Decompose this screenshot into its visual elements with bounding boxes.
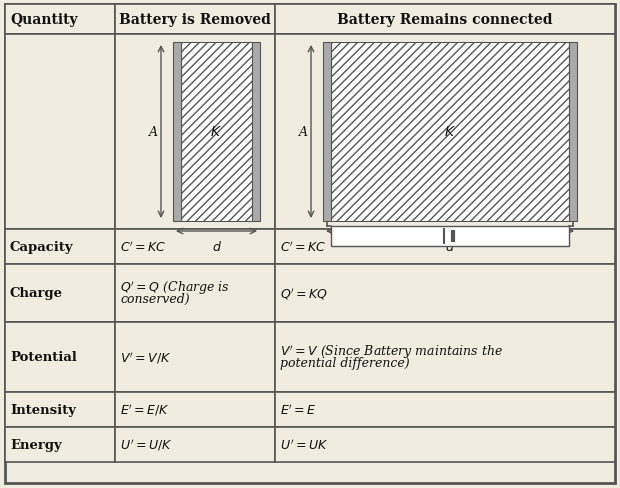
Polygon shape: [275, 5, 615, 35]
Text: Energy: Energy: [10, 438, 62, 451]
Polygon shape: [275, 229, 615, 264]
Polygon shape: [115, 35, 275, 229]
Polygon shape: [5, 427, 115, 462]
Text: $C' = KC$: $C' = KC$: [120, 240, 167, 254]
Text: $Q' = Q$ (Charge is: $Q' = Q$ (Charge is: [120, 279, 230, 297]
Text: Intensity: Intensity: [10, 403, 76, 416]
Polygon shape: [115, 323, 275, 392]
Polygon shape: [275, 323, 615, 392]
Text: Battery is Removed: Battery is Removed: [119, 13, 271, 27]
Text: A: A: [298, 126, 308, 139]
Bar: [252, 43, 260, 222]
Text: Quantity: Quantity: [10, 13, 78, 27]
Polygon shape: [115, 5, 275, 35]
Polygon shape: [115, 392, 275, 427]
Text: Capacity: Capacity: [10, 241, 74, 253]
Polygon shape: [275, 35, 615, 229]
Polygon shape: [5, 229, 115, 264]
Polygon shape: [181, 43, 252, 222]
Bar: [323, 43, 331, 222]
Text: $V' = V/K$: $V' = V/K$: [120, 349, 171, 365]
Text: $E' = E/K$: $E' = E/K$: [120, 402, 170, 417]
Polygon shape: [5, 323, 115, 392]
Text: A: A: [149, 126, 157, 139]
Text: $V' = V$ (Since Battery maintains the: $V' = V$ (Since Battery maintains the: [280, 343, 503, 361]
Polygon shape: [331, 43, 569, 222]
Polygon shape: [275, 5, 615, 35]
Polygon shape: [115, 264, 275, 323]
Text: $U' = UK$: $U' = UK$: [280, 437, 328, 452]
Bar: [173, 43, 181, 222]
Polygon shape: [5, 5, 615, 483]
Text: $K$: $K$: [444, 125, 456, 139]
Bar: [569, 43, 577, 222]
Text: $Q' = KQ$: $Q' = KQ$: [280, 285, 329, 301]
Text: Battery Remains connected: Battery Remains connected: [337, 13, 553, 27]
Text: $U' = U/K$: $U' = U/K$: [120, 437, 172, 452]
Bar: [331, 226, 569, 246]
Text: Potential: Potential: [10, 351, 77, 364]
Polygon shape: [5, 5, 115, 35]
Polygon shape: [115, 229, 275, 264]
Text: potential difference): potential difference): [280, 356, 410, 369]
Text: $d$: $d$: [445, 240, 455, 253]
Polygon shape: [5, 264, 115, 323]
Text: $K$: $K$: [211, 125, 223, 139]
Polygon shape: [275, 392, 615, 427]
Polygon shape: [275, 264, 615, 323]
Polygon shape: [5, 5, 115, 35]
Polygon shape: [5, 35, 115, 229]
Text: $E' = E$: $E' = E$: [280, 403, 317, 417]
Text: $d$: $d$: [211, 240, 221, 253]
Polygon shape: [115, 5, 275, 35]
Polygon shape: [5, 392, 115, 427]
Text: Charge: Charge: [10, 287, 63, 300]
Polygon shape: [275, 427, 615, 462]
Text: $C' = KC$: $C' = KC$: [280, 240, 327, 254]
Text: conserved): conserved): [120, 292, 190, 305]
Polygon shape: [115, 427, 275, 462]
